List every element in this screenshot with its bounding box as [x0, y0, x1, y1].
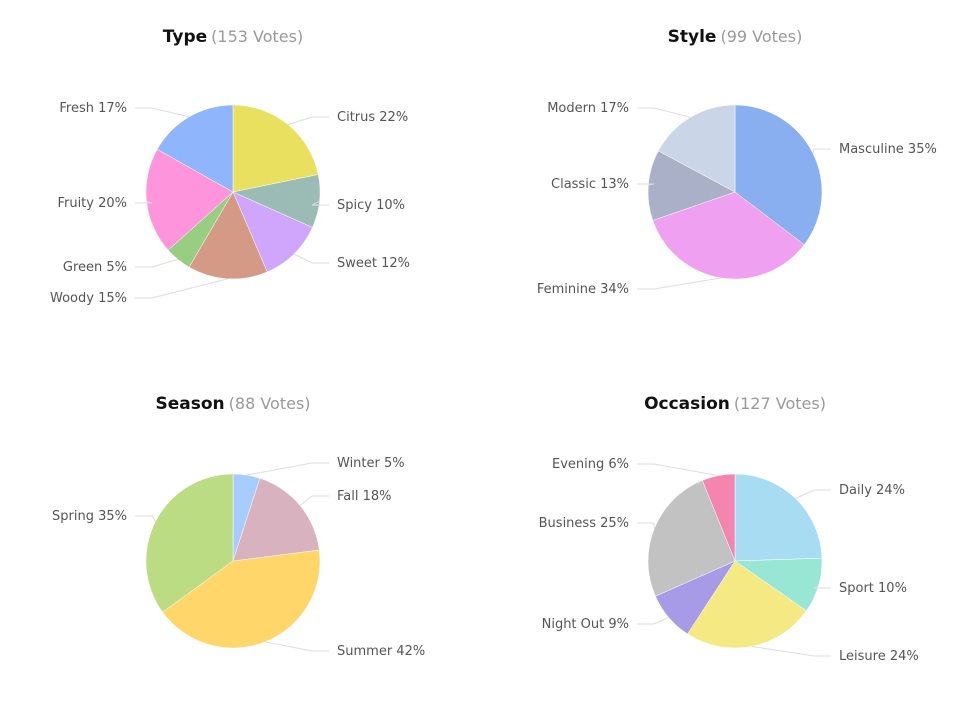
leader-line [299, 495, 329, 506]
slice-label: Fruity 20% [57, 196, 127, 211]
pie-slice-feminine[interactable] [652, 191, 805, 280]
slice-label: Woody 15% [50, 291, 127, 306]
leader-line [795, 489, 831, 499]
vote-count: (127 Votes) [734, 394, 826, 413]
chart-title: Occasion (127 Votes) [644, 394, 826, 414]
slice-label: Leisure 24% [839, 649, 919, 664]
leader-line [637, 183, 655, 186]
slice-label: Spicy 10% [337, 198, 405, 213]
leader-line [135, 258, 179, 268]
leader-line [751, 645, 831, 657]
slice-label: Business 25% [539, 516, 629, 531]
pie-chart-occasion: Occasion (127 Votes) Daily 24% Sport 10% Lei… [539, 394, 919, 664]
leader-line [135, 107, 190, 118]
vote-count: (153 Votes) [211, 27, 303, 46]
pie-slice-woody[interactable] [188, 191, 268, 280]
leader-line [637, 616, 669, 625]
leader-line [287, 116, 329, 126]
slice-label: Modern 17% [547, 101, 629, 116]
leader-line [637, 277, 722, 290]
pie-slice-fresh[interactable] [156, 104, 234, 193]
leader-line [293, 253, 329, 264]
pie-slice-modern[interactable] [657, 104, 736, 193]
leader-line [135, 515, 156, 522]
leader-line [813, 585, 831, 589]
slice-label: Winter 5% [337, 456, 405, 471]
pie-slice-summer[interactable] [162, 549, 321, 649]
slice-label: Spring 35% [52, 509, 127, 524]
leader-line [311, 201, 329, 206]
slice-label: Feminine 34% [537, 282, 629, 297]
chart-title: Type (153 Votes) [163, 27, 303, 47]
slice-label: Citrus 22% [337, 110, 408, 125]
pie-chart-style: Style (99 Votes) Masculine 35% Feminine 34%… [537, 27, 937, 297]
slice-label: Night Out 9% [542, 617, 629, 632]
pie-slice-sweet[interactable] [232, 191, 313, 273]
leader-line [637, 522, 655, 529]
leader-line [637, 463, 719, 477]
slice-label: Summer 42% [337, 644, 425, 659]
pie-slice-masculine[interactable] [734, 104, 823, 246]
pie-slice-fall[interactable] [232, 477, 320, 562]
slice-label: Masculine 35% [839, 142, 937, 157]
leader-line [264, 641, 329, 652]
slice-label: Sport 10% [839, 581, 907, 596]
slice-label: Fresh 17% [59, 101, 127, 116]
slice-label: Daily 24% [839, 483, 905, 498]
pie-slice-daily[interactable] [734, 473, 823, 562]
slice-label: Classic 13% [551, 177, 629, 192]
slice-label: Fall 18% [337, 489, 392, 504]
leader-line [135, 200, 153, 204]
pie-chart-season: Season (88 Votes) Winter 5% Fall 18% Summer … [52, 394, 425, 659]
slice-label: Evening 6% [552, 457, 629, 472]
vote-count: (88 Votes) [229, 394, 311, 413]
leader-line [637, 107, 691, 118]
pie-slice-evening[interactable] [702, 473, 736, 562]
leader-line [246, 462, 329, 476]
leader-line [812, 148, 831, 154]
chart-title: Season (88 Votes) [155, 394, 310, 414]
vote-count: (99 Votes) [720, 27, 802, 46]
pie-chart-type: Type (153 Votes) Citrus 22% Spicy 10% Sweet … [50, 27, 410, 306]
slice-label: Green 5% [63, 260, 127, 275]
chart-title: Style (99 Votes) [668, 27, 803, 47]
pie-slice-spring[interactable] [145, 473, 234, 613]
leader-line [135, 278, 228, 299]
pie-slice-leisure[interactable] [687, 560, 807, 649]
slice-label: Sweet 12% [337, 256, 410, 271]
